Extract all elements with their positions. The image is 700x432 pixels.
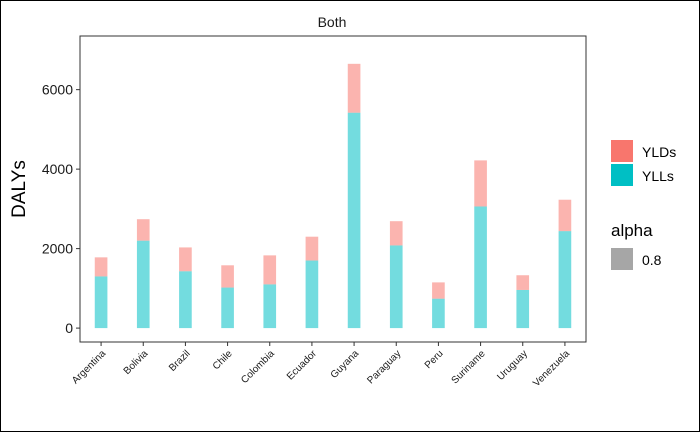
- bar-ylls: [179, 271, 192, 329]
- bar-ylds: [347, 63, 361, 113]
- bar-ylds: [389, 221, 403, 246]
- x-tick-label: Brazil: [167, 348, 192, 373]
- bar-ylds: [516, 275, 530, 290]
- y-tick-label: 4000: [42, 161, 73, 177]
- bar-ylds: [474, 160, 487, 207]
- bar-ylds: [94, 257, 108, 277]
- x-tick-label: Guyana: [329, 348, 362, 381]
- bar-ylls: [474, 206, 487, 329]
- bar-ylds: [432, 282, 445, 299]
- legend-alpha-title: alpha: [611, 221, 653, 240]
- bar-ylls: [263, 284, 277, 329]
- x-tick-label: Ecuador: [285, 348, 320, 383]
- y-axis-label: DALYs: [9, 160, 30, 218]
- bar-ylls: [94, 276, 108, 329]
- bar-ylls: [432, 298, 445, 329]
- legend-label: YLLs: [642, 168, 674, 184]
- x-tick-label: Argentina: [70, 348, 108, 386]
- legend-key-ylls: [611, 164, 633, 186]
- y-tick-label: 6000: [42, 82, 73, 98]
- y-tick-label: 0: [65, 320, 73, 336]
- facet-title: Both: [318, 14, 347, 30]
- bar-ylls: [221, 287, 234, 329]
- plot-panel: [79, 35, 587, 343]
- x-tick-label: Paraguay: [365, 348, 403, 386]
- bar-ylls: [389, 245, 403, 329]
- bar-ylds: [305, 236, 319, 261]
- bars-group: [94, 63, 572, 329]
- y-axis: 0 2000 4000 6000: [42, 82, 80, 336]
- y-tick-label: 2000: [42, 241, 73, 257]
- x-tick-label: Uruguay: [495, 348, 530, 383]
- bar-ylds: [263, 255, 277, 285]
- legend-label: YLDs: [642, 144, 676, 160]
- legend-key-ylds: [611, 140, 633, 162]
- x-tick-label: Bolivia: [122, 348, 151, 377]
- x-tick-label: Venezuela: [531, 348, 572, 389]
- bar-ylds: [136, 219, 150, 241]
- bar-ylds: [221, 265, 234, 288]
- legend: YLDs YLLs alpha 0.8: [611, 140, 676, 270]
- legend-alpha-label: 0.8: [642, 252, 662, 268]
- bar-ylls: [558, 231, 572, 329]
- bar-ylds: [179, 247, 192, 272]
- bar-ylls: [305, 260, 319, 329]
- x-tick-label: Chile: [211, 348, 235, 372]
- bar-ylls: [516, 289, 530, 329]
- plot-area: [79, 35, 587, 343]
- x-axis: Argentina Bolivia Brazil Chile Colombia Ecuad…: [70, 342, 572, 389]
- bar-ylds: [558, 199, 572, 232]
- bar-ylls: [347, 112, 361, 329]
- x-tick-label: Peru: [423, 348, 446, 371]
- legend-key-alpha: [611, 248, 633, 270]
- x-tick-label: Colombia: [239, 348, 277, 386]
- bar-ylls: [136, 240, 150, 329]
- x-tick-label: Suriname: [450, 348, 488, 386]
